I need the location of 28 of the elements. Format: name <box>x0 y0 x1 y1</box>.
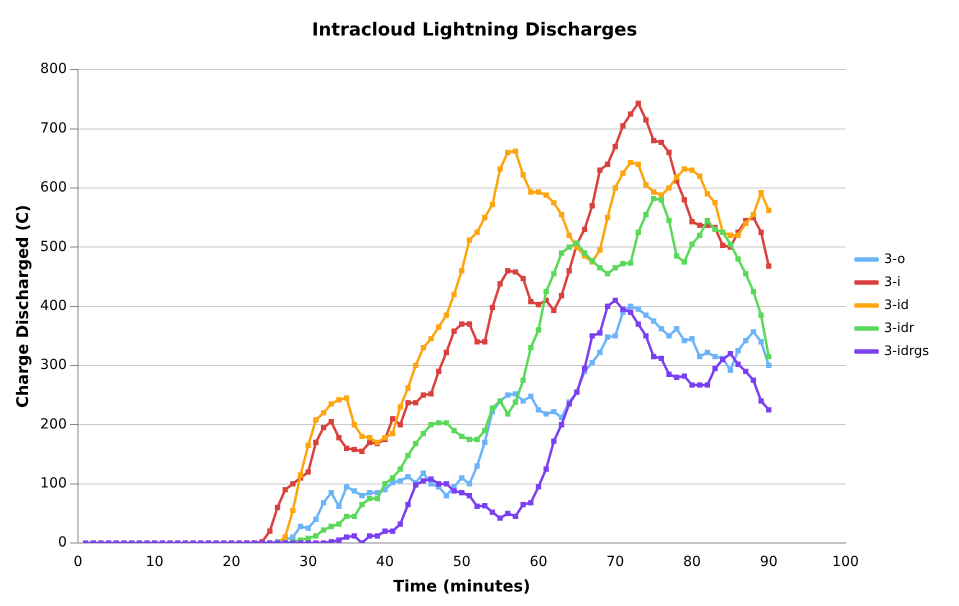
y-tick-label: 200 <box>40 416 67 432</box>
y-tick-label: 400 <box>40 298 67 314</box>
legend-label: 3-o <box>884 252 906 267</box>
y-tick-label: 800 <box>40 61 67 78</box>
legend-label: 3-idrgs <box>884 344 930 359</box>
x-tick-label: 50 <box>452 554 471 570</box>
x-tick-label: 20 <box>222 554 240 570</box>
y-tick-label: 600 <box>40 180 67 196</box>
x-axis-title: Time (minutes) <box>393 576 530 596</box>
legend-label: 3-i <box>884 274 901 290</box>
y-tick-label: 300 <box>40 357 67 374</box>
legend-label: 3-idr <box>884 320 915 336</box>
x-tick-label: 80 <box>683 554 701 570</box>
x-tick-label: 90 <box>760 554 778 570</box>
x-tick-label: 30 <box>299 554 318 570</box>
y-tick-label: 100 <box>40 475 67 492</box>
x-tick-label: 40 <box>376 554 394 570</box>
y-axis-title: Charge Discharged (C) <box>12 204 32 408</box>
y-tick-label: 500 <box>40 238 67 255</box>
x-tick-label: 60 <box>530 554 548 570</box>
legend-label: 3-id <box>884 298 909 313</box>
x-tick-label: 10 <box>146 554 164 570</box>
chart-title: Intracloud Lightning Discharges <box>312 19 638 40</box>
x-tick-label: 100 <box>832 554 859 570</box>
x-tick-label: 0 <box>73 554 82 570</box>
y-tick-label: 700 <box>40 120 67 136</box>
x-tick-label: 70 <box>606 554 624 570</box>
y-tick-label: 0 <box>58 534 67 551</box>
